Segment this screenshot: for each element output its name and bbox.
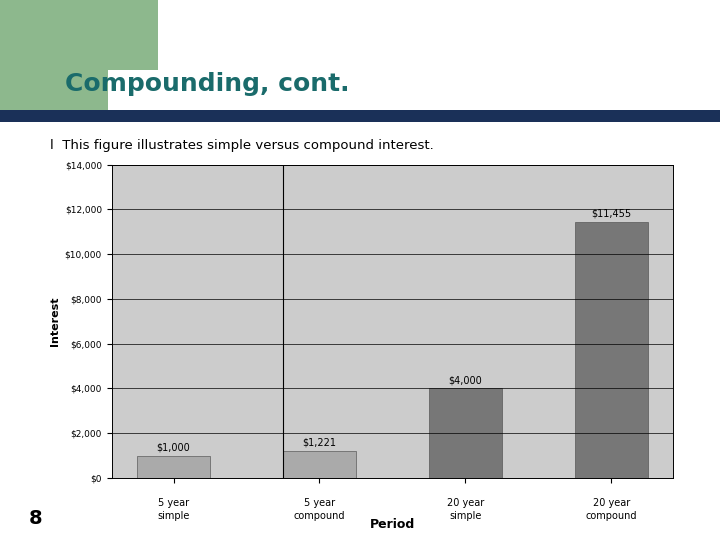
Text: simple: simple (158, 511, 190, 522)
Y-axis label: Interest: Interest (50, 296, 60, 346)
Text: 20 year: 20 year (593, 498, 630, 508)
Text: l  This figure illustrates simple versus compound interest.: l This figure illustrates simple versus … (50, 139, 434, 152)
Text: $4,000: $4,000 (449, 376, 482, 386)
Bar (137, 456, 210, 478)
Text: compound: compound (585, 511, 637, 522)
Text: Compounding, cont.: Compounding, cont. (65, 72, 349, 96)
Text: 20 year: 20 year (446, 498, 484, 508)
Text: $1,000: $1,000 (157, 443, 191, 453)
Text: simple: simple (449, 511, 482, 522)
Bar (429, 388, 502, 478)
Text: 8: 8 (29, 509, 42, 528)
Text: $1,221: $1,221 (302, 438, 336, 448)
X-axis label: Period: Period (370, 518, 415, 531)
Text: $11,455: $11,455 (591, 209, 631, 219)
Bar (283, 450, 356, 478)
Text: compound: compound (294, 511, 345, 522)
Bar (575, 221, 648, 478)
Text: 5 year: 5 year (304, 498, 335, 508)
Text: 5 year: 5 year (158, 498, 189, 508)
